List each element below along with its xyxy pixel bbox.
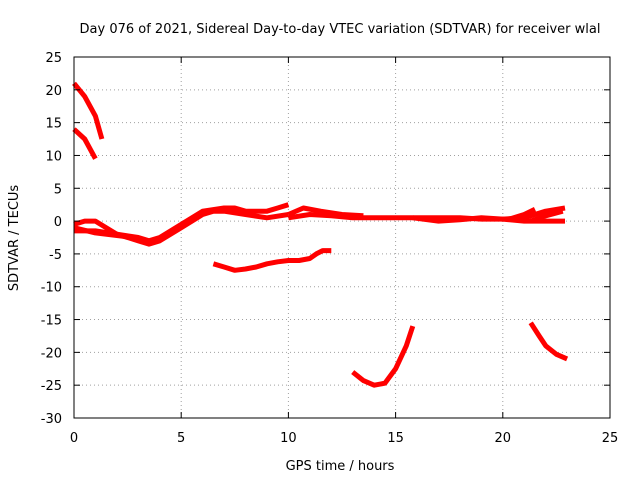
- series-line-arc-11: [212, 248, 332, 273]
- x-tick-label: 20: [495, 431, 512, 446]
- y-tick-label: 20: [45, 84, 62, 99]
- series-line-arc-13: [528, 321, 569, 362]
- y-tick-label: -20: [41, 346, 62, 361]
- y-tick-label: -25: [41, 379, 62, 394]
- x-tick-label: 0: [70, 431, 78, 446]
- x-tick-label: 15: [387, 431, 404, 446]
- series-line-arc-5: [73, 225, 135, 240]
- grid: [74, 57, 610, 418]
- y-axis-label: SDTVAR / TECUs: [7, 185, 22, 292]
- series-line-arc-7: [287, 205, 364, 219]
- y-tick-label: -15: [41, 314, 62, 329]
- y-tick-label: 10: [45, 149, 62, 164]
- y-tick-label: 25: [45, 51, 62, 66]
- y-tick-label: -30: [41, 412, 62, 427]
- x-tick-label: 5: [177, 431, 185, 446]
- series-line-arc-10: [529, 208, 564, 224]
- x-tick-label: 25: [602, 431, 619, 446]
- axis-ticks: 0 5 10 15 20 25 -30 -25 -20 -15 -10 -5 0 5 10 15 20 25: [41, 51, 619, 446]
- series-line-arc-9: [508, 207, 537, 222]
- y-tick-label: 0: [54, 215, 62, 230]
- series-line-arc-2: [72, 127, 98, 160]
- y-tick-label: 5: [54, 182, 62, 197]
- chart-title: Day 076 of 2021, Sidereal Day-to-day VTE…: [80, 22, 601, 37]
- series-line-arc-12: [351, 325, 416, 388]
- y-tick-label: -10: [41, 281, 62, 296]
- series-line-arc-8: [412, 205, 566, 224]
- series-group: [72, 81, 569, 388]
- x-axis-label: GPS time / hours: [286, 459, 395, 474]
- plot-frame: [73, 56, 611, 419]
- x-tick-label: 10: [280, 431, 297, 446]
- y-tick-label: 15: [45, 117, 62, 132]
- y-tick-label: -5: [49, 248, 62, 263]
- series-line-arc-3: [73, 202, 290, 244]
